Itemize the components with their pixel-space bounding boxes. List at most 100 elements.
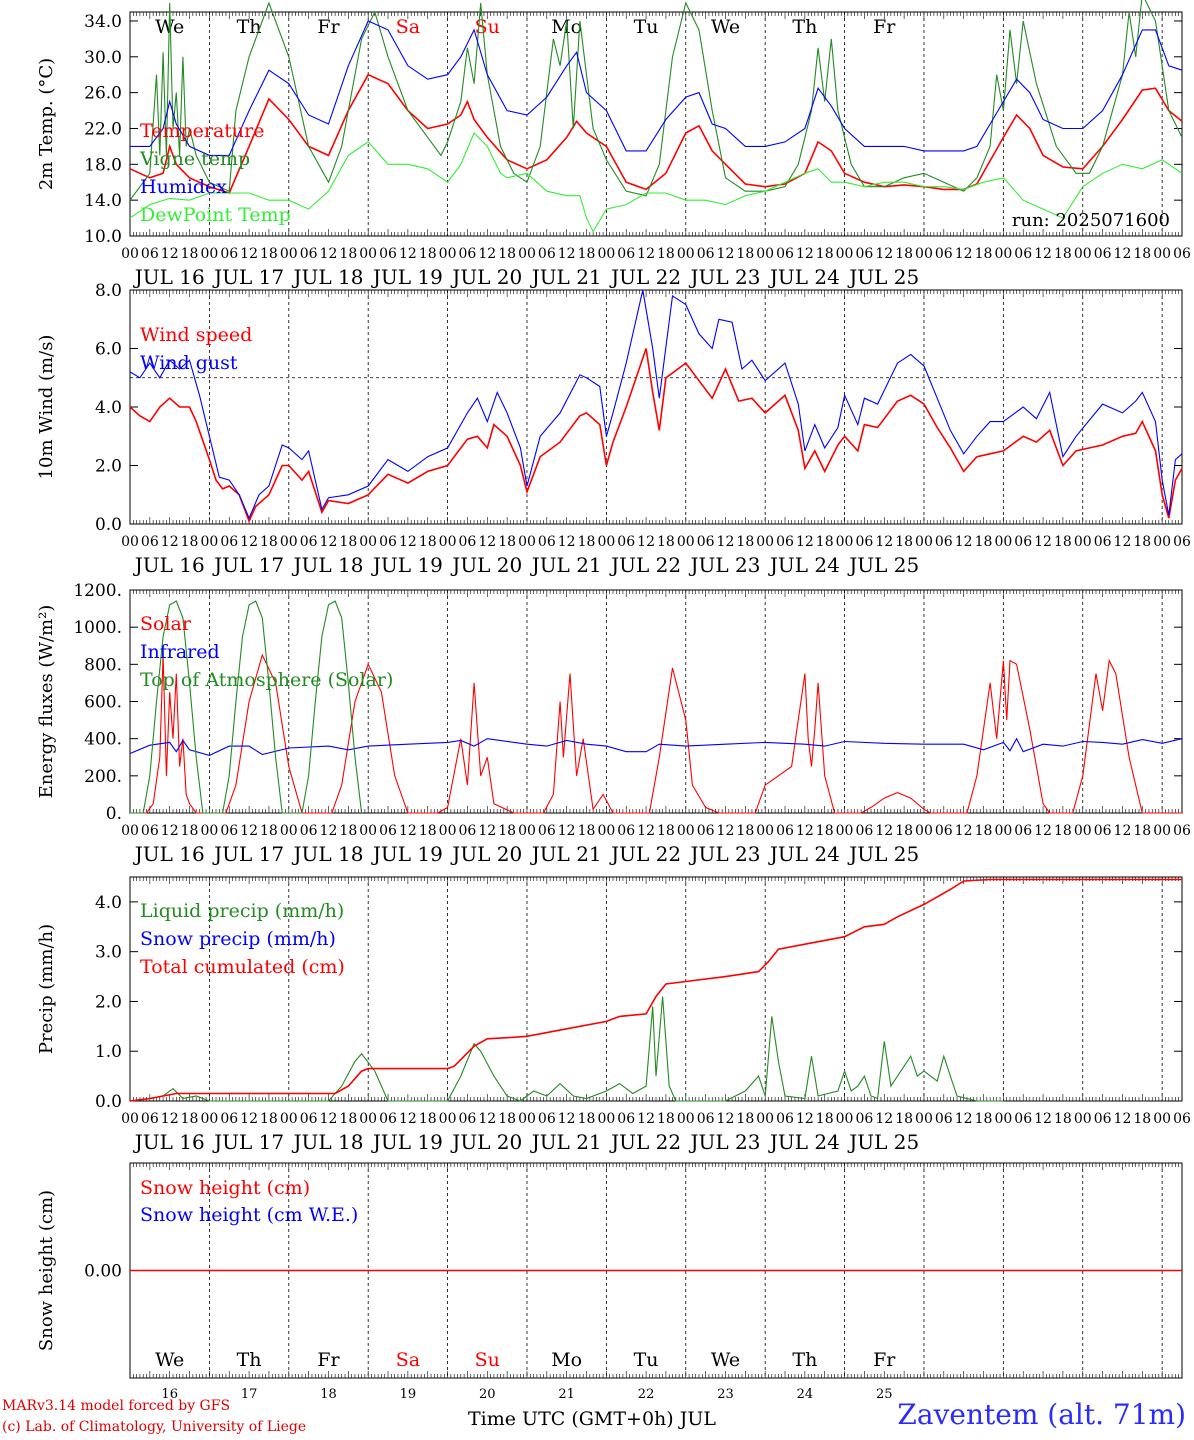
- hour-tick-label: 00: [994, 1111, 1012, 1127]
- hour-tick-label: 12: [796, 534, 814, 550]
- hour-tick-label: 00: [280, 1111, 298, 1127]
- hour-tick-label: 12: [478, 246, 496, 262]
- hour-tick-label: 12: [955, 823, 973, 839]
- date-label: JUL 17: [212, 265, 284, 289]
- hour-tick-label: 18: [736, 1111, 754, 1127]
- y-tick-label: 0.: [106, 804, 122, 824]
- date-label: JUL 21: [530, 553, 602, 577]
- hour-tick-label: 00: [280, 534, 298, 550]
- date-label: JUL 23: [688, 842, 760, 866]
- legend-entry: Humidex: [140, 176, 227, 198]
- y-tick-label: 8.0: [95, 281, 122, 301]
- hour-tick-label: 00: [439, 823, 457, 839]
- hour-tick-label: 00: [280, 246, 298, 262]
- hour-tick-label: 00: [439, 246, 457, 262]
- hour-tick-label: 06: [538, 246, 556, 262]
- hour-tick-label: 18: [895, 534, 913, 550]
- hour-tick-label: 06: [856, 246, 874, 262]
- hour-tick-label: 12: [399, 534, 417, 550]
- date-label: JUL 19: [371, 265, 443, 289]
- hour-tick-label: 18: [736, 823, 754, 839]
- series-line-infrared: [129, 737, 1183, 756]
- hour-tick-label: 18: [736, 246, 754, 262]
- day-number-label: 23: [717, 1387, 734, 1402]
- legend-entry: Snow height (cm W.E.): [140, 1204, 358, 1226]
- y-tick-label: 0.0: [95, 515, 122, 535]
- run-label: run: 2025071600: [1012, 210, 1170, 231]
- hour-tick-label: 00: [359, 534, 377, 550]
- hour-tick-label: 18: [181, 246, 199, 262]
- weekday-label: Fr: [873, 16, 896, 38]
- hour-tick-label: 12: [717, 1111, 735, 1127]
- hour-tick-label: 00: [1074, 534, 1092, 550]
- hour-tick-label: 18: [816, 534, 834, 550]
- y-tick-label: 3.0: [95, 943, 122, 963]
- panel-3: 0. 200. 400. 600. 800. 1000. 1200. Energy fluxe…: [36, 581, 1191, 866]
- date-label: JUL 25: [847, 265, 919, 289]
- day-number-label: 17: [241, 1387, 258, 1402]
- hour-tick-label: 18: [1054, 246, 1072, 262]
- date-label: JUL 25: [847, 1130, 919, 1154]
- y-tick-label: 1200.: [73, 581, 122, 601]
- weekday-label: Fr: [317, 16, 340, 38]
- hour-tick-label: 18: [498, 246, 516, 262]
- hour-tick-label: 18: [975, 1111, 993, 1127]
- hour-tick-label: 06: [1173, 1111, 1191, 1127]
- hour-tick-label: 12: [558, 246, 576, 262]
- hour-tick-label: 00: [1074, 823, 1092, 839]
- hour-tick-label: 12: [717, 534, 735, 550]
- weekday-label: Fr: [317, 1349, 340, 1371]
- hour-tick-label: 18: [1133, 823, 1151, 839]
- hour-tick-label: 00: [1153, 823, 1171, 839]
- hour-tick-label: 06: [459, 534, 477, 550]
- hour-tick-label: 06: [1094, 246, 1112, 262]
- hour-tick-label: 12: [320, 534, 338, 550]
- date-label: JUL 17: [212, 1130, 284, 1154]
- date-label: JUL 20: [450, 265, 522, 289]
- hour-tick-label: 00: [915, 823, 933, 839]
- hour-tick-label: 06: [1173, 534, 1191, 550]
- date-label: JUL 16: [133, 842, 205, 866]
- hour-tick-label: 06: [1173, 246, 1191, 262]
- hour-tick-label: 18: [419, 823, 437, 839]
- hour-tick-label: 06: [459, 1111, 477, 1127]
- hour-tick-label: 18: [1054, 823, 1072, 839]
- hour-tick-label: 06: [379, 1111, 397, 1127]
- hour-tick-label: 06: [300, 534, 318, 550]
- hour-tick-label: 06: [856, 1111, 874, 1127]
- hour-tick-label: 00: [280, 823, 298, 839]
- hour-tick-label: 12: [161, 823, 179, 839]
- hour-tick-label: 06: [220, 246, 238, 262]
- hour-tick-label: 06: [141, 1111, 159, 1127]
- date-label: JUL 21: [530, 1130, 602, 1154]
- y-axis-label: Precip (mm/h): [36, 924, 57, 1054]
- hour-tick-label: 00: [756, 534, 774, 550]
- hour-tick-label: 12: [161, 534, 179, 550]
- legend-entry: DewPoint Temp: [140, 204, 291, 226]
- y-tick-label: 4.0: [95, 893, 122, 913]
- hour-tick-label: 00: [836, 823, 854, 839]
- date-label: JUL 17: [212, 842, 284, 866]
- date-label: JUL 25: [847, 553, 919, 577]
- hour-tick-label: 06: [697, 534, 715, 550]
- legend-entry: Vigne temp: [139, 148, 250, 170]
- hour-tick-label: 12: [796, 246, 814, 262]
- hour-tick-label: 18: [181, 823, 199, 839]
- hour-tick-label: 00: [359, 1111, 377, 1127]
- hour-tick-label: 12: [955, 246, 973, 262]
- hour-tick-label: 18: [816, 246, 834, 262]
- hour-tick-label: 06: [300, 823, 318, 839]
- day-number-label: 19: [400, 1387, 417, 1402]
- date-label: JUL 20: [450, 553, 522, 577]
- weekday-label: We: [711, 1349, 740, 1371]
- hour-tick-label: 00: [597, 1111, 615, 1127]
- panel-1: 10.0 14.0 18.0 22.0 26.0 30.0 34.0 2m Temp. (°C…: [36, 0, 1191, 289]
- hour-tick-label: 06: [459, 823, 477, 839]
- y-tick-label: 18.0: [84, 155, 122, 175]
- date-label: JUL 22: [609, 1130, 681, 1154]
- series-line-vigne-temp: [129, 0, 1183, 201]
- hour-tick-label: 06: [697, 1111, 715, 1127]
- y-tick-label: 2.0: [95, 457, 122, 477]
